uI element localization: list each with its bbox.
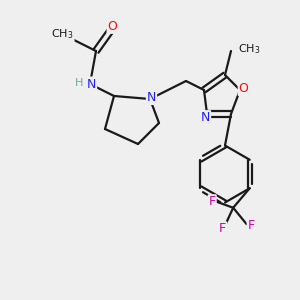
Text: F: F — [219, 222, 226, 235]
Text: N: N — [201, 111, 210, 124]
Text: $\mathregular{CH_3}$: $\mathregular{CH_3}$ — [238, 43, 261, 56]
Text: N: N — [147, 91, 156, 104]
Text: H: H — [74, 77, 83, 88]
Text: F: F — [208, 195, 216, 208]
Text: O: O — [108, 20, 117, 33]
Text: N: N — [87, 77, 96, 91]
Text: O: O — [239, 82, 248, 95]
Text: F: F — [248, 219, 255, 232]
Text: $\mathregular{CH_3}$: $\mathregular{CH_3}$ — [51, 28, 74, 41]
